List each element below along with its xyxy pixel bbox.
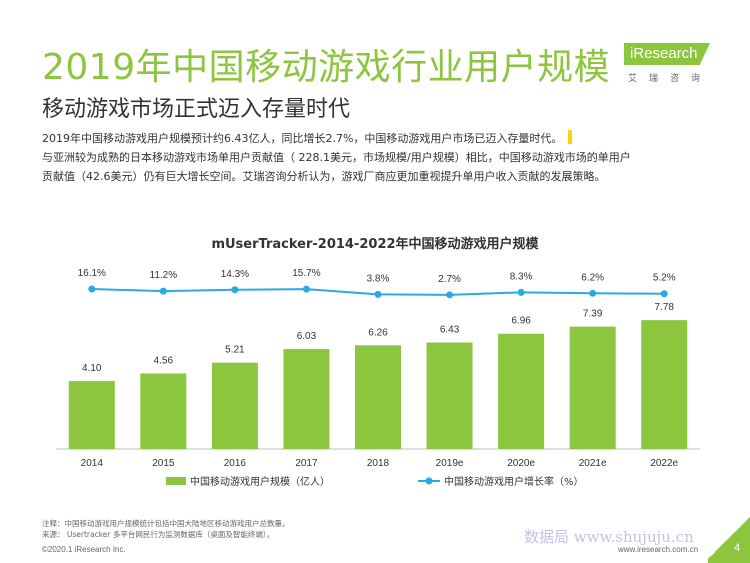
footer-note: 注释：中国移动游戏用户规模统计包括中国大陆地区移动游戏用户总数量。 — [42, 519, 290, 528]
watermark: 数据局 www.shujuju.cn — [524, 528, 694, 546]
copyright: ©2020.1 iResearch Inc. — [42, 545, 126, 554]
growth-label-2020e: 8.3% — [510, 271, 533, 282]
legend-line-label: 中国移动游戏用户增长率（%） — [444, 475, 584, 488]
bar-2014 — [68, 381, 115, 449]
bar-2015 — [140, 373, 187, 449]
summary-line-1: 2019年中国移动游戏用户规模预计约6.43亿人，同比增长2.7%，中国移动游戏… — [42, 129, 722, 148]
bar-2017 — [283, 349, 330, 449]
footer-notes: 注释：中国移动游戏用户规模统计包括中国大陆地区移动游戏用户总数量。 来源： Us… — [42, 518, 290, 540]
footer-source: 来源： Usertracker 多平台网民行为监测数据库（桌面及智能终端）。 — [42, 530, 275, 539]
x-tick-2014: 2014 — [81, 458, 104, 469]
x-tick-2018: 2018 — [367, 458, 390, 469]
growth-point-2016 — [231, 286, 239, 294]
bar-2019e — [426, 342, 473, 449]
logo-chinese: 艾瑞咨询 — [628, 74, 713, 84]
growth-label-2019e: 2.7% — [438, 274, 461, 285]
bar-2020e — [498, 333, 545, 449]
growth-label-2015: 11.2% — [150, 270, 178, 281]
page-title: 2019年中国移动游戏行业用户规模 — [42, 47, 611, 88]
user-scale-chart: mUserTracker-2014-2022年中国移动游戏用户规模 4.10 4.… — [56, 236, 700, 488]
growth-point-2019e — [446, 291, 454, 299]
growth-point-2014 — [88, 285, 96, 293]
x-tick-2022e: 2022e — [650, 458, 678, 469]
bar-label-2020e: 6.96 — [511, 316, 531, 327]
bar-label-2015: 4.56 — [154, 355, 174, 366]
bar-2018 — [355, 345, 401, 449]
growth-label-2016: 14.3% — [221, 269, 249, 280]
legend-bar-label: 中国移动游戏用户规模（亿人） — [190, 475, 330, 488]
bar-label-2017: 6.03 — [297, 331, 317, 342]
legend-line-marker — [425, 477, 433, 485]
iresearch-logo: iResearch 艾瑞咨询 — [624, 43, 720, 84]
bar-label-2014: 4.10 — [82, 363, 102, 374]
growth-label-2021e: 6.2% — [581, 272, 604, 283]
growth-label-2018: 3.8% — [367, 273, 390, 284]
bar-2016 — [211, 362, 258, 449]
highlight-marker — [568, 130, 573, 144]
x-tick-2019e: 2019e — [436, 458, 464, 469]
legend-bar-swatch — [166, 477, 186, 485]
corner-decoration — [708, 513, 750, 563]
page-number: 4 — [734, 542, 741, 554]
bar-label-2016: 5.21 — [225, 345, 245, 356]
growth-label-2017: 15.7% — [292, 268, 320, 279]
growth-point-2018 — [374, 290, 382, 298]
growth-point-2022e — [660, 290, 668, 298]
page-subtitle: 移动游戏市场正式迈入存量时代 — [42, 97, 351, 122]
x-tick-2021e: 2021e — [579, 458, 607, 469]
website-link[interactable]: www.iresearch.com.cn — [618, 545, 699, 554]
bar-label-2022e: 7.78 — [654, 302, 674, 313]
chart-title: mUserTracker-2014-2022年中国移动游戏用户规模 — [211, 236, 539, 252]
x-tick-2015: 2015 — [152, 458, 175, 469]
summary-line-1-text: 2019年中国移动游戏用户规模预计约6.43亿人，同比增长2.7%，中国移动游戏… — [42, 132, 563, 145]
bar-label-2021e: 7.39 — [583, 309, 603, 320]
summary-text: 2019年中国移动游戏用户规模预计约6.43亿人，同比增长2.7%，中国移动游戏… — [42, 129, 722, 186]
growth-point-2020e — [517, 288, 525, 296]
x-tick-2016: 2016 — [224, 458, 247, 469]
summary-line-3: 贡献值（42.6美元）仍有巨大增长空间。艾瑞咨询分析认为，游戏厂商应更加重视提升… — [42, 170, 606, 183]
x-tick-2020e: 2020e — [507, 458, 535, 469]
bar-label-2019e: 6.43 — [440, 325, 460, 336]
growth-label-2022e: 5.2% — [653, 273, 676, 284]
logo-wordmark: iResearch — [624, 43, 710, 65]
bar-2021e — [569, 326, 616, 449]
growth-point-2021e — [589, 289, 597, 297]
growth-label-2014: 16.1% — [78, 268, 106, 279]
growth-point-2015 — [159, 287, 167, 295]
summary-line-2: 与亚洲较为成熟的日本移动游戏市场单用户贡献值（ 228.1美元，市场规模/用户规… — [42, 151, 631, 164]
x-tick-2017: 2017 — [295, 458, 318, 469]
bar-2022e — [641, 320, 688, 449]
bar-label-2018: 6.26 — [368, 327, 388, 338]
growth-point-2017 — [302, 285, 310, 293]
